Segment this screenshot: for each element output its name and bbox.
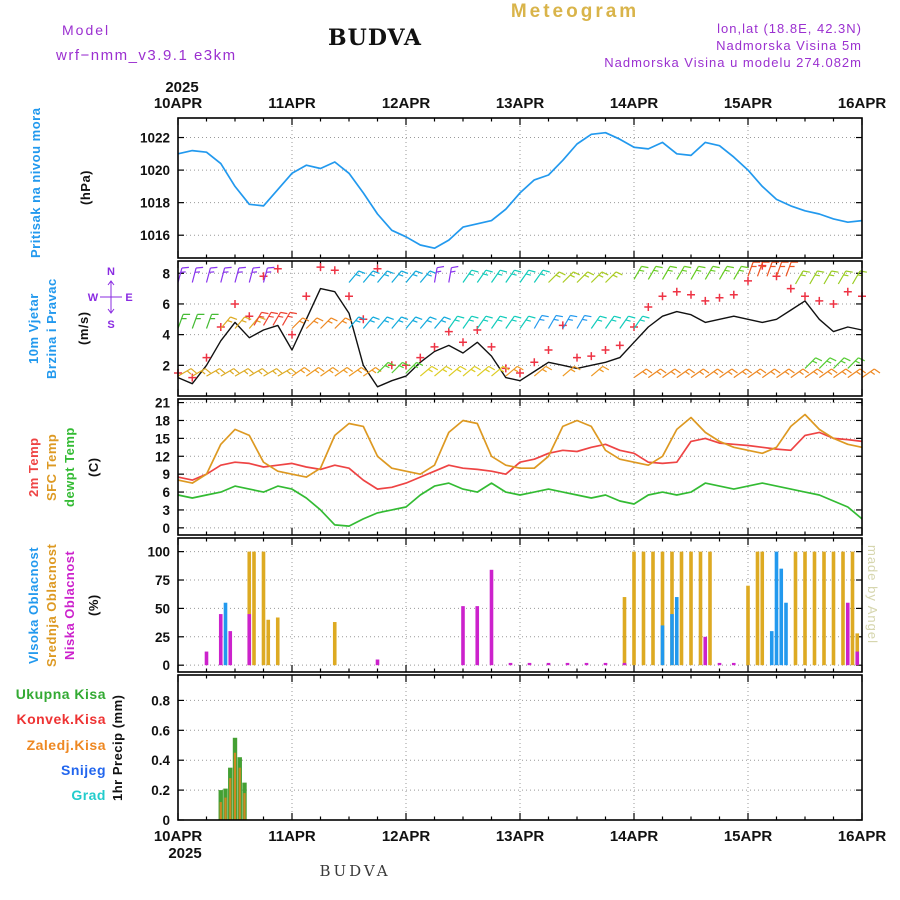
svg-text:0.2: 0.2 — [151, 783, 170, 798]
pressure-axis-unit: (hPa) — [78, 170, 93, 206]
pressure-axis-title: Pritisak na nivou mora — [28, 107, 43, 258]
cloud-axis-unit: (%) — [86, 594, 101, 616]
svg-text:6: 6 — [162, 485, 170, 500]
svg-text:8: 8 — [162, 266, 170, 281]
precip-axis-unit: 1hr Precip (mm) — [110, 694, 125, 801]
station-meta-block: lon,lat (18.8E, 42.3N) Nadmorska Visina … — [540, 20, 862, 71]
legend-grad: Grad — [71, 787, 106, 803]
svg-text:0.4: 0.4 — [151, 753, 170, 768]
cloud-axis-title-low: Niska Oblacnost — [62, 550, 77, 660]
svg-text:0: 0 — [162, 521, 170, 536]
year-label-top: 2025 — [165, 79, 199, 96]
svg-text:15APR: 15APR — [724, 95, 773, 112]
footer-station: BUDVA — [319, 862, 391, 880]
wind-axis-title-1: 10m Vjetar — [26, 293, 41, 364]
station-elevation: Nadmorska Visina 5m — [716, 38, 862, 53]
svg-text:3: 3 — [162, 503, 170, 518]
panel-cloud: 0 25 50 75 100 — [147, 537, 863, 673]
svg-text:4: 4 — [162, 328, 170, 343]
model-elevation: Nadmorska Visina u modelu 274.082m — [604, 55, 862, 70]
svg-text:18: 18 — [155, 413, 171, 428]
model-name: wrf−nmm_v3.9.1 e3km — [56, 47, 237, 64]
panel-precip: 0 0.2 0.4 0.6 0.8 — [151, 674, 863, 828]
svg-text:15APR: 15APR — [724, 828, 773, 845]
svg-text:12APR: 12APR — [382, 828, 431, 845]
svg-text:14APR: 14APR — [610, 95, 659, 112]
svg-text:13APR: 13APR — [496, 95, 545, 112]
wind-compass-icon: N S W E — [88, 266, 133, 331]
svg-text:0: 0 — [162, 813, 170, 828]
svg-text:1018: 1018 — [140, 196, 171, 211]
svg-text:10APR: 10APR — [154, 828, 203, 845]
svg-text:S: S — [107, 319, 114, 331]
svg-text:100: 100 — [147, 545, 170, 560]
svg-text:0.6: 0.6 — [151, 723, 170, 738]
watermark: made by Angel — [865, 545, 880, 645]
svg-text:16APR: 16APR — [838, 95, 887, 112]
temp-axis-title-2m: 2m Temp — [26, 437, 41, 497]
temp-axis-title-dewpt: dewpt Temp — [62, 427, 77, 507]
panel-temp: 0 3 6 9 12 15 18 21 — [155, 396, 863, 536]
meteogram-title: Meteogram — [510, 1, 640, 22]
svg-text:1016: 1016 — [140, 228, 171, 243]
cloud-axis-title-high: Vlsoka Oblacnost — [26, 546, 41, 664]
svg-text:10APR: 10APR — [154, 95, 203, 112]
wind-axis-unit: (m/s) — [76, 311, 91, 346]
svg-text:11APR: 11APR — [268, 95, 316, 112]
legend-snijeg: Snijeg — [60, 762, 106, 778]
svg-text:12: 12 — [155, 449, 170, 464]
panel-wind: 2 4 6 8 — [162, 260, 881, 397]
svg-text:13APR: 13APR — [496, 828, 545, 845]
wind-axis-title-2: Brzina i Pravac — [44, 278, 59, 379]
svg-text:21: 21 — [155, 396, 171, 411]
svg-text:16APR: 16APR — [838, 828, 887, 845]
svg-text:1020: 1020 — [140, 163, 170, 178]
svg-text:6: 6 — [162, 297, 170, 312]
station-lonlat: lon,lat (18.8E, 42.3N) — [717, 21, 862, 36]
temp-axis-unit: (C) — [86, 457, 101, 477]
legend-zaledj-kisa: Zaledj.Kisa — [26, 737, 106, 753]
legend-ukupna-kisa: Ukupna Kisa — [15, 686, 106, 702]
svg-text:0.8: 0.8 — [151, 693, 170, 708]
x-axis-labels: 10APR 10APR 11APR 11APR 12APR 12APR 13APR 13APR… — [154, 95, 887, 845]
svg-text:11APR: 11APR — [268, 828, 316, 845]
year-label-bottom: 2025 — [168, 845, 202, 862]
svg-text:25: 25 — [155, 630, 171, 645]
svg-text:0: 0 — [162, 658, 170, 673]
svg-text:15: 15 — [155, 431, 171, 446]
svg-text:9: 9 — [162, 467, 170, 482]
svg-text:14APR: 14APR — [610, 828, 659, 845]
temp-axis-title-sfc: SFC Temp — [44, 433, 59, 501]
svg-text:75: 75 — [155, 573, 171, 588]
cloud-axis-title-mid: Srednja Oblacnost — [44, 543, 59, 667]
svg-text:50: 50 — [155, 601, 170, 616]
svg-text:N: N — [107, 266, 115, 278]
model-label: Model — [62, 22, 111, 38]
svg-text:12APR: 12APR — [382, 95, 431, 112]
svg-text:2: 2 — [162, 358, 170, 373]
panel-pressure: 1016 1018 1020 1022 — [140, 117, 863, 259]
legend-konvek-kisa: Konvek.Kisa — [16, 711, 106, 727]
svg-text:1022: 1022 — [140, 131, 170, 146]
station-title: BUDVA — [328, 25, 422, 51]
svg-text:E: E — [125, 292, 132, 304]
svg-text:W: W — [88, 292, 99, 304]
